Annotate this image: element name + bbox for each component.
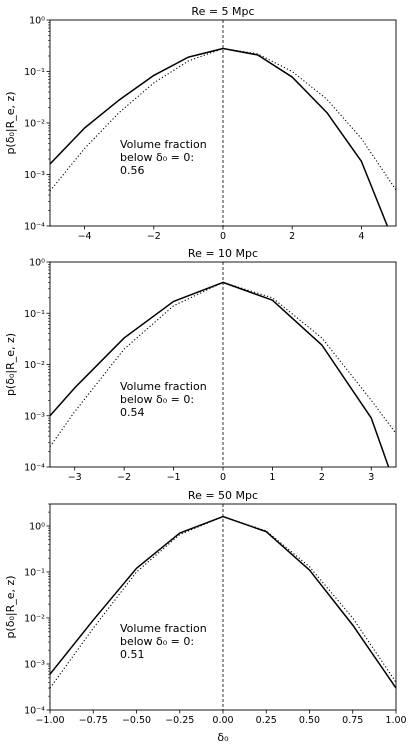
series-line-solid — [50, 48, 387, 226]
series-line-solid — [50, 517, 396, 688]
y-axis-label: p(δ₀|R_e, z) — [4, 91, 17, 154]
series-line-solid — [50, 282, 389, 467]
x-tick-label: −1 — [167, 472, 181, 483]
x-tick-label: 1.00 — [385, 715, 406, 726]
y-tick-label: 10⁻³ — [24, 411, 45, 422]
y-tick-label: 10⁰ — [29, 521, 45, 532]
panel-title: Re = 10 Mpc — [188, 247, 258, 260]
x-tick-label: 0.25 — [256, 715, 277, 726]
volume-fraction-annotation: Volume fraction — [120, 622, 207, 635]
x-tick-label: 0 — [220, 472, 226, 483]
volume-fraction-annotation: Volume fraction — [120, 380, 207, 393]
x-tick-label: 2 — [289, 231, 295, 242]
y-tick-label: 10⁻² — [24, 119, 45, 130]
x-tick-label: 3 — [368, 472, 374, 483]
x-tick-label: −2 — [117, 472, 131, 483]
x-tick-label: 0.00 — [212, 715, 233, 726]
volume-fraction-annotation: below δ₀ = 0: — [120, 151, 194, 164]
x-tick-label: 1 — [269, 472, 275, 483]
x-tick-label: 4 — [358, 231, 364, 242]
x-tick-label: −1.00 — [35, 715, 64, 726]
y-tick-label: 10⁰ — [29, 16, 45, 27]
x-axis-label: δ₀ — [217, 731, 229, 744]
x-tick-label: −0.25 — [165, 715, 194, 726]
x-tick-label: −2 — [147, 231, 161, 242]
y-tick-label: 10⁻² — [24, 360, 45, 371]
chart-panel-2 — [47, 262, 397, 471]
y-tick-label: 10⁰ — [29, 258, 45, 269]
x-tick-label: −0.75 — [79, 715, 108, 726]
y-axis-label: p(δ₀|R_e, z) — [4, 575, 17, 638]
panel-title: Re = 50 Mpc — [188, 489, 258, 502]
volume-fraction-annotation: 0.56 — [120, 164, 145, 177]
y-tick-label: 10⁻¹ — [24, 309, 45, 320]
x-tick-label: 0.50 — [299, 715, 320, 726]
series-line-dotted — [50, 517, 396, 688]
volume-fraction-annotation: Volume fraction — [120, 138, 207, 151]
chart-panel-3 — [47, 504, 397, 714]
x-tick-label: 2 — [319, 472, 325, 483]
volume-fraction-annotation: 0.54 — [120, 406, 145, 419]
x-tick-label: −3 — [68, 472, 82, 483]
y-tick-label: 10⁻³ — [24, 659, 45, 670]
volume-fraction-annotation: 0.51 — [120, 648, 145, 661]
volume-fraction-annotation: below δ₀ = 0: — [120, 635, 194, 648]
x-tick-label: 0.75 — [342, 715, 363, 726]
x-tick-label: 0 — [220, 231, 226, 242]
y-axis-label: p(δ₀|R_e, z) — [4, 333, 17, 396]
y-tick-label: 10⁻¹ — [24, 567, 45, 578]
panel-title: Re = 5 Mpc — [191, 5, 254, 18]
y-tick-label: 10⁻⁴ — [24, 463, 45, 474]
x-tick-label: −4 — [78, 231, 92, 242]
volume-fraction-annotation: below δ₀ = 0: — [120, 393, 194, 406]
y-tick-label: 10⁻⁴ — [24, 222, 45, 233]
y-tick-label: 10⁻¹ — [24, 67, 45, 78]
y-tick-label: 10⁻³ — [24, 170, 45, 181]
chart-panel-1 — [47, 20, 397, 230]
series-line-dotted — [50, 48, 396, 190]
y-tick-label: 10⁻⁴ — [24, 706, 45, 717]
x-tick-label: −0.50 — [122, 715, 151, 726]
y-tick-label: 10⁻² — [24, 613, 45, 624]
